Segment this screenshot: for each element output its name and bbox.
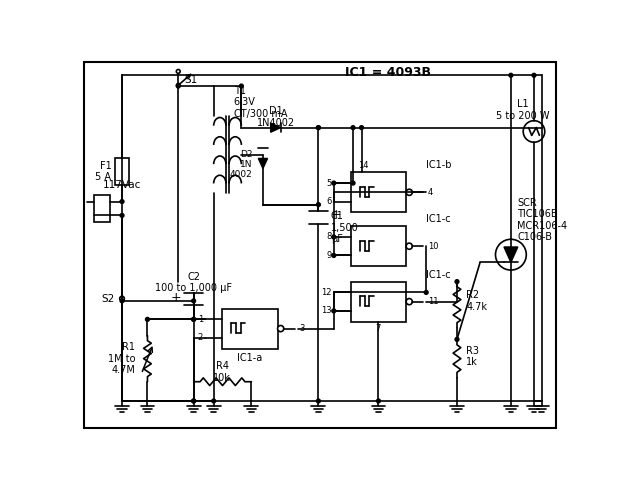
Circle shape [146,317,149,321]
Bar [351,226,406,266]
Text: F1
5 A: F1 5 A [95,161,111,182]
Text: 4: 4 [428,188,433,197]
Circle shape [523,121,545,142]
Circle shape [176,83,180,87]
Circle shape [406,298,412,305]
Circle shape [239,84,243,88]
Text: D1
1N4002: D1 1N4002 [257,106,295,128]
Polygon shape [504,247,518,262]
Circle shape [455,280,459,283]
Text: IC1-c: IC1-c [426,214,451,224]
Circle shape [192,299,196,303]
Text: IC1-a: IC1-a [238,353,262,363]
Text: R2
4.7k: R2 4.7k [466,290,488,312]
Text: C2
100 to 1,000 μF: C2 100 to 1,000 μF [155,272,232,293]
Text: 6: 6 [326,197,331,206]
Bar [351,281,406,322]
Circle shape [332,181,336,185]
Text: C1
1,500
μF: C1 1,500 μF [331,211,359,244]
Circle shape [192,317,196,321]
Text: R4
10k: R4 10k [213,361,231,382]
Circle shape [332,254,336,258]
Polygon shape [271,123,281,132]
Text: 8: 8 [326,232,331,242]
Circle shape [316,126,321,130]
Text: +: + [171,291,181,304]
Circle shape [359,126,363,130]
Circle shape [406,243,412,249]
Text: 11: 11 [428,297,438,306]
Circle shape [455,337,459,341]
Circle shape [332,235,336,239]
Bar [94,194,111,222]
Text: IC1 = 4093B: IC1 = 4093B [345,66,431,79]
Text: 13: 13 [321,306,331,315]
Text: IC1-b: IC1-b [426,160,452,171]
Circle shape [120,200,124,204]
Text: 3: 3 [299,324,304,333]
Circle shape [351,181,355,185]
Circle shape [176,84,180,88]
Text: 9: 9 [326,251,331,260]
Text: S2: S2 [101,294,114,304]
Text: 7: 7 [376,324,381,333]
Text: +: + [331,208,341,221]
Text: 12: 12 [321,288,331,297]
Circle shape [424,291,428,295]
Bar [222,309,278,348]
Text: R1
1M to
4.7M: R1 1M to 4.7M [107,342,135,375]
Circle shape [278,326,284,331]
Text: L1
5 to 200 W: L1 5 to 200 W [496,99,549,121]
Circle shape [316,126,321,130]
Circle shape [120,296,124,301]
Circle shape [120,213,124,217]
Circle shape [509,73,512,77]
Circle shape [192,399,196,403]
Text: 10: 10 [428,242,438,251]
Circle shape [351,126,355,130]
Text: D2
1N
4002: D2 1N 4002 [229,150,252,179]
Circle shape [192,317,196,321]
Bar [351,172,406,212]
Text: 117Vac: 117Vac [102,180,141,191]
Circle shape [496,239,526,270]
Circle shape [376,399,381,403]
Circle shape [332,309,336,313]
Circle shape [212,399,216,403]
Text: IC1-c: IC1-c [426,270,451,279]
Circle shape [532,73,536,77]
Bar [115,158,129,185]
Circle shape [176,69,180,73]
Text: 1: 1 [198,315,203,324]
Circle shape [316,203,321,207]
Text: T1
6.3V
CT/300 mA: T1 6.3V CT/300 mA [234,86,288,119]
Circle shape [192,399,196,403]
Text: R3
1k: R3 1k [466,346,479,367]
Text: 5: 5 [326,178,331,188]
Circle shape [406,189,412,195]
Circle shape [316,399,321,403]
Polygon shape [258,158,268,169]
Text: S1: S1 [184,75,198,85]
Text: 14: 14 [358,161,369,170]
Text: 2: 2 [198,333,203,342]
Circle shape [120,299,124,303]
Text: SCR
TIC106B
MCR106-4
C106-B: SCR TIC106B MCR106-4 C106-B [517,198,567,243]
